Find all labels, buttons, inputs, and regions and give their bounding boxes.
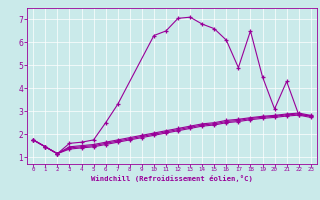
X-axis label: Windchill (Refroidissement éolien,°C): Windchill (Refroidissement éolien,°C) (91, 175, 253, 182)
